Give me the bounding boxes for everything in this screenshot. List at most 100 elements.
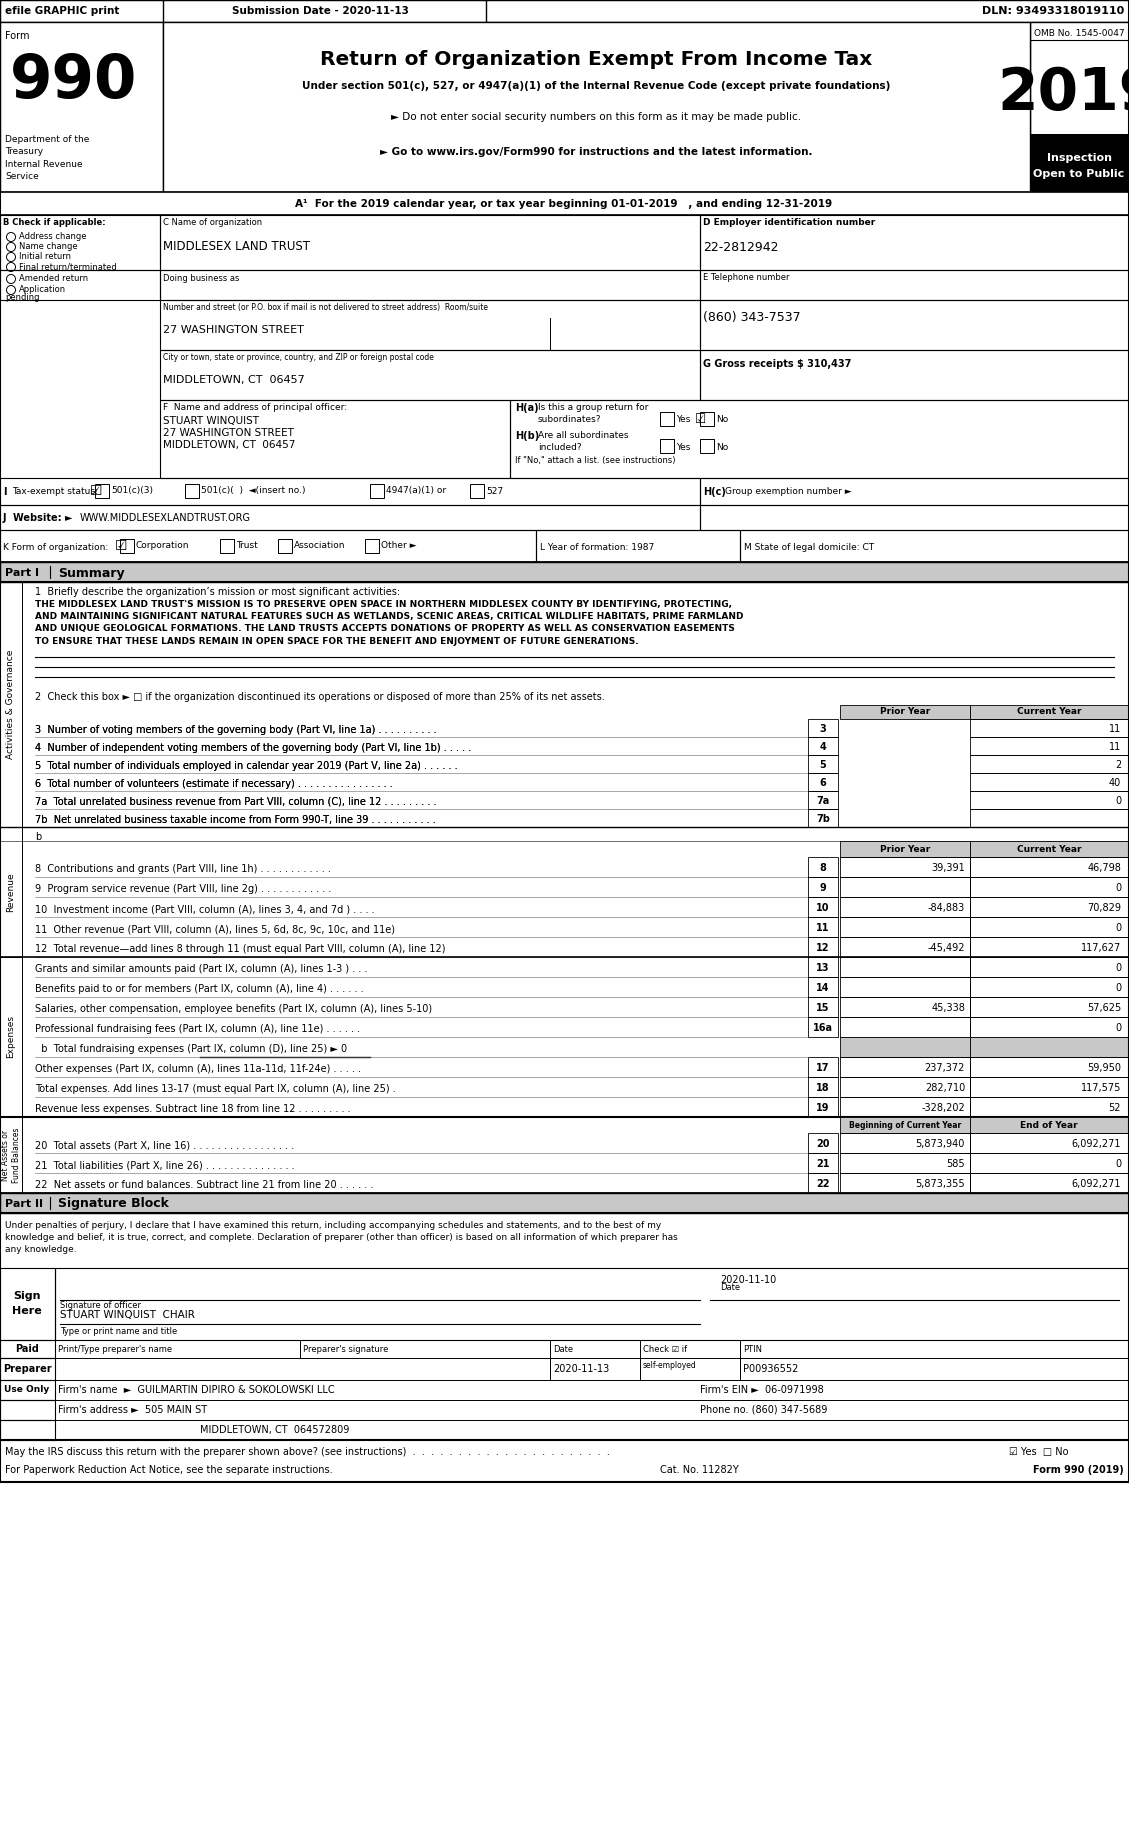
Text: Signature Block: Signature Block: [58, 1197, 169, 1210]
Bar: [0, 1117, 21, 1193]
Bar: [550, 1357, 640, 1379]
Bar: [1030, 22, 1129, 192]
Text: Submission Date - 2020-11-13: Submission Date - 2020-11-13: [231, 6, 409, 17]
Bar: [220, 538, 234, 553]
Text: Part I: Part I: [5, 568, 40, 577]
Bar: [0, 529, 536, 562]
Text: 27 WASHINGTON STREET: 27 WASHINGTON STREET: [163, 428, 294, 439]
Text: G Gross receipts $ 310,437: G Gross receipts $ 310,437: [703, 360, 851, 369]
Text: ► Go to www.irs.gov/Form990 for instructions and the latest information.: ► Go to www.irs.gov/Form990 for instruct…: [379, 148, 812, 157]
Text: 4947(a)(1) or: 4947(a)(1) or: [386, 487, 446, 496]
Text: Are all subordinates: Are all subordinates: [539, 431, 629, 441]
Bar: [0, 1400, 55, 1420]
Text: 501(c)(  )  ◄(insert no.): 501(c)( ) ◄(insert no.): [201, 487, 306, 496]
Text: 527: 527: [485, 487, 504, 496]
Bar: [808, 1173, 838, 1193]
Text: included?: included?: [539, 443, 581, 452]
Bar: [840, 1117, 970, 1132]
Text: Under penalties of perjury, I declare that I have examined this return, includin: Under penalties of perjury, I declare th…: [5, 1221, 662, 1230]
Bar: [840, 1173, 970, 1193]
Bar: [55, 1420, 1129, 1440]
Bar: [120, 538, 134, 553]
Text: End of Year: End of Year: [1021, 1121, 1078, 1130]
Bar: [970, 1018, 1129, 1036]
Text: 13: 13: [816, 963, 830, 974]
Text: Current Year: Current Year: [1017, 708, 1082, 717]
Text: Total expenses. Add lines 13-17 (must equal Part IX, column (A), line 25) .: Total expenses. Add lines 13-17 (must eq…: [35, 1084, 396, 1093]
Text: 7b: 7b: [816, 813, 830, 824]
Bar: [808, 998, 838, 1018]
Bar: [970, 1132, 1129, 1152]
Bar: [0, 22, 163, 192]
Text: A¹  For the 2019 calendar year, or tax year beginning 01-01-2019   , and ending : A¹ For the 2019 calendar year, or tax ye…: [296, 199, 832, 208]
Text: 22: 22: [816, 1178, 830, 1189]
Bar: [970, 704, 1129, 719]
Bar: [970, 738, 1129, 754]
Text: Open to Public: Open to Public: [1033, 170, 1124, 179]
Bar: [840, 704, 970, 719]
Text: Benefits paid to or for members (Part IX, column (A), line 4) . . . . . .: Benefits paid to or for members (Part IX…: [35, 985, 364, 994]
Bar: [840, 916, 970, 937]
Bar: [0, 192, 1129, 216]
Bar: [739, 1341, 1129, 1357]
Text: 990: 990: [10, 52, 138, 111]
Text: 20: 20: [816, 1140, 830, 1149]
Text: D Employer identification number: D Employer identification number: [703, 218, 875, 227]
Bar: [970, 1057, 1129, 1077]
Text: Treasury: Treasury: [5, 148, 43, 157]
Text: Here: Here: [12, 1306, 42, 1317]
Bar: [808, 773, 838, 791]
Text: Return of Organization Exempt From Income Tax: Return of Organization Exempt From Incom…: [320, 50, 872, 70]
Text: Number and street (or P.O. box if mail is not delivered to street address)  Room: Number and street (or P.O. box if mail i…: [163, 304, 488, 312]
Bar: [970, 791, 1129, 810]
Bar: [739, 1357, 1129, 1379]
Text: 10: 10: [816, 904, 830, 913]
Bar: [185, 483, 199, 498]
Text: Firm's name  ►  GUILMARTIN DIPIRO & SOKOLOWSKI LLC: Firm's name ► GUILMARTIN DIPIRO & SOKOLO…: [58, 1385, 334, 1396]
Text: ☑: ☑: [90, 483, 103, 498]
Bar: [700, 301, 1129, 350]
Bar: [0, 216, 160, 269]
Bar: [970, 896, 1129, 916]
Text: Form: Form: [5, 31, 29, 41]
Bar: [160, 301, 700, 350]
Text: Initial return: Initial return: [19, 253, 71, 262]
Text: 7a  Total unrelated business revenue from Part VIII, column (C), line 12 . . . .: 7a Total unrelated business revenue from…: [35, 797, 437, 808]
Bar: [0, 0, 1129, 1483]
Bar: [278, 538, 292, 553]
Text: 2020-11-13: 2020-11-13: [553, 1365, 610, 1374]
Text: 0: 0: [1114, 983, 1121, 994]
Bar: [0, 1357, 55, 1379]
Text: 8: 8: [820, 863, 826, 872]
Text: Cat. No. 11282Y: Cat. No. 11282Y: [660, 1464, 738, 1475]
Bar: [0, 505, 700, 529]
Bar: [970, 916, 1129, 937]
Bar: [808, 719, 838, 738]
Text: 9  Program service revenue (Part VIII, line 2g) . . . . . . . . . . . .: 9 Program service revenue (Part VIII, li…: [35, 883, 332, 894]
Bar: [970, 977, 1129, 998]
Bar: [808, 791, 838, 810]
Text: 9: 9: [820, 883, 826, 892]
Text: OMB No. 1545-0047: OMB No. 1545-0047: [1034, 30, 1124, 39]
Text: Date: Date: [553, 1344, 574, 1353]
Text: Phone no. (860) 347-5689: Phone no. (860) 347-5689: [700, 1405, 828, 1414]
Text: 0: 0: [1114, 924, 1121, 933]
Bar: [970, 1077, 1129, 1097]
Text: STUART WINQUIST  CHAIR: STUART WINQUIST CHAIR: [60, 1309, 195, 1320]
Text: Expenses: Expenses: [7, 1016, 16, 1058]
Bar: [840, 937, 970, 957]
Bar: [660, 439, 674, 454]
Bar: [840, 957, 970, 977]
Bar: [970, 878, 1129, 896]
Text: For Paperwork Reduction Act Notice, see the separate instructions.: For Paperwork Reduction Act Notice, see …: [5, 1464, 333, 1475]
Bar: [970, 957, 1129, 977]
Text: Date: Date: [720, 1283, 741, 1293]
Bar: [660, 411, 674, 426]
Text: 3  Number of voting members of the governing body (Part VI, line 1a) . . . . . .: 3 Number of voting members of the govern…: [35, 725, 437, 736]
Text: 7a  Total unrelated business revenue from Part VIII, column (C), line 12 . . . .: 7a Total unrelated business revenue from…: [35, 797, 437, 808]
Bar: [739, 529, 1129, 562]
Bar: [840, 896, 970, 916]
Bar: [840, 1018, 970, 1036]
Text: P00936552: P00936552: [743, 1365, 798, 1374]
Bar: [840, 878, 970, 896]
